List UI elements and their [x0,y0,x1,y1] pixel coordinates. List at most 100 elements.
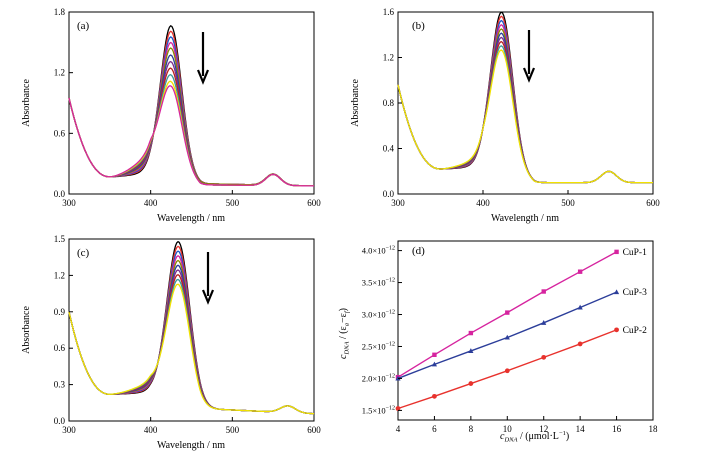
panel-d-point [431,361,438,367]
panel-a-ytick-label: 0.0 [54,189,66,199]
panel-d-point [541,289,546,294]
panel-c-xtick-label: 300 [62,425,76,435]
panel-c-xlabel: Wavelength / nm [157,440,225,451]
panel-c-xtick-label: 500 [226,425,240,435]
panel-d-point [614,249,619,255]
panel-d-point [577,269,583,274]
panel-a-arrow [196,32,210,85]
panel-d-label: (d) [412,245,425,257]
panel-a-ytick-label: 0.6 [54,128,66,138]
panel-d-xtick-label: 12 [539,424,548,434]
panel-b-xtick-label: 500 [561,198,575,208]
panel-a-xtick-label: 400 [144,198,158,208]
panel-a-ytick-label: 1.2 [54,68,65,78]
panel-c-curves [68,240,315,415]
panel-d-xtick-label: 18 [649,424,659,434]
panel-d-series [395,249,620,411]
panel-c: 300 400 500 600 0.0 0.3 0.6 0.9 1.2 1.5 (c) Wavel… [21,234,321,451]
panel-c-xtick-label: 600 [307,425,321,435]
panel-a-label: (a) [77,20,90,32]
panel-d-ytick-label: 1.5×10−12 [362,405,395,415]
panel-d-point [577,341,583,347]
panel-d-ytick-label: 4.0×10−12 [362,246,395,256]
panel-c-ytick-label: 0.0 [54,416,66,426]
panel-b-ticks: 300 400 500 600 0.0 0.4 0.8 1.2 1.6 [383,7,661,208]
panel-b-spectrum-line [397,15,653,184]
panel-c-ticks: 300 400 500 600 0.0 0.3 0.6 0.9 1.2 1.5 [54,234,322,435]
panel-d-point [614,327,619,333]
panel-b-arrow [522,30,536,83]
panel-d-series-labels: CuP-1 CuP-3 CuP-2 [623,248,648,336]
panel-a-spectrum-line [68,85,315,187]
panel-c-frame [68,238,315,422]
panel-d-frame [397,240,654,421]
panel-b-spectrum-line [397,28,653,184]
panel-d-point [468,381,474,386]
panel-a-frame [68,11,315,195]
panel-d-point [577,304,583,310]
panel-b-ytick-label: 1.6 [383,7,395,17]
panel-a-ytick-label: 1.8 [54,7,66,17]
panel-d-point [468,330,474,336]
panel-a-xlabel: Wavelength / nm [157,213,225,224]
panel-d-ticks: 4 6 8 10 12 14 16 18 1.5×10−12 2.0×10−12 2.5×10−12… [362,246,658,434]
panel-b-label: (b) [412,20,425,32]
panel-c-ytick-label: 0.3 [54,380,66,390]
panel-d-series-label: CuP-2 [623,326,648,336]
panel-a-spectrum-line [68,80,315,187]
panel-b-ytick-label: 0.0 [383,189,395,199]
panel-d-series-label: CuP-3 [623,288,648,298]
panel-a-ticks: 300 400 500 600 0.0 0.6 1.2 1.8 [54,7,322,208]
panel-d-point [613,289,620,295]
panel-d-xtick-label: 10 [503,424,513,434]
panel-b-ylabel: Absorbance [350,79,361,127]
panel-c-label: (c) [77,247,90,259]
panel-b-spectrum-line [397,36,653,184]
panel-d-point [504,334,510,340]
panel-d-point [432,393,437,399]
panel-d-point [541,354,547,360]
panel-c-arrow [201,252,215,305]
panel-c-ytick-label: 1.5 [54,234,66,244]
panel-d-ytick-label: 3.0×10−12 [362,310,395,320]
panel-c-ylabel: Absorbance [21,306,32,354]
panel-b-spectrum-line [397,11,653,184]
panel-b-curves [397,11,653,184]
panel-c-xtick-label: 400 [144,425,158,435]
panel-b-ytick-label: 0.4 [383,144,395,154]
panel-d-xtick-label: 14 [576,424,586,434]
panel-b-xtick-label: 300 [391,198,405,208]
panel-a-curves [68,24,315,187]
panel-c-spectrum-line [68,283,315,415]
panel-d-series-label: CuP-1 [623,248,648,258]
panel-a-ylabel: Absorbance [21,79,32,127]
panel-d-point [395,406,401,411]
panel-b-ytick-label: 0.8 [383,98,395,108]
panel-d-xtick-label: 16 [612,424,622,434]
panel-d-point [468,348,474,353]
panel-d-point [541,320,547,325]
panel-b-spectrum-line [397,49,653,184]
panel-d-point [505,310,510,315]
panel-a-spectrum-line [68,74,315,187]
panel-b-xtick-label: 400 [476,198,490,208]
panel-d-xtick-label: 8 [469,424,474,434]
panel-b: 300 400 500 600 0.0 0.4 0.8 1.2 1.6 (b) Waveleng… [350,7,660,224]
panel-d-ytick-label: 3.5×10−12 [362,278,395,288]
panel-d-point [432,352,437,357]
panel-d-point [504,368,510,374]
panel-d-xtick-label: 4 [396,424,401,434]
panel-a-xtick-label: 300 [62,198,76,208]
panel-b-xtick-label: 600 [646,198,660,208]
panel-d-xlabel: cDNA / (μmol·L−1) [500,430,569,444]
panel-a-xtick-label: 600 [307,198,321,208]
panel-b-spectrum-line [397,32,653,184]
panel-d: 4 6 8 10 12 14 16 18 1.5×10−12 2.0×10−12 2.5×10−12… [338,240,658,444]
panel-d-ylabel: cDNA / (εa−εf) [338,308,351,359]
panel-c-ytick-label: 0.6 [54,343,66,353]
panel-d-xtick-label: 6 [432,424,437,434]
panel-b-spectrum-line [397,19,653,184]
panel-a: 300 400 500 600 0.0 0.6 1.2 1.8 (a) Wavelength … [21,7,321,224]
panel-a-xtick-label: 500 [226,198,240,208]
